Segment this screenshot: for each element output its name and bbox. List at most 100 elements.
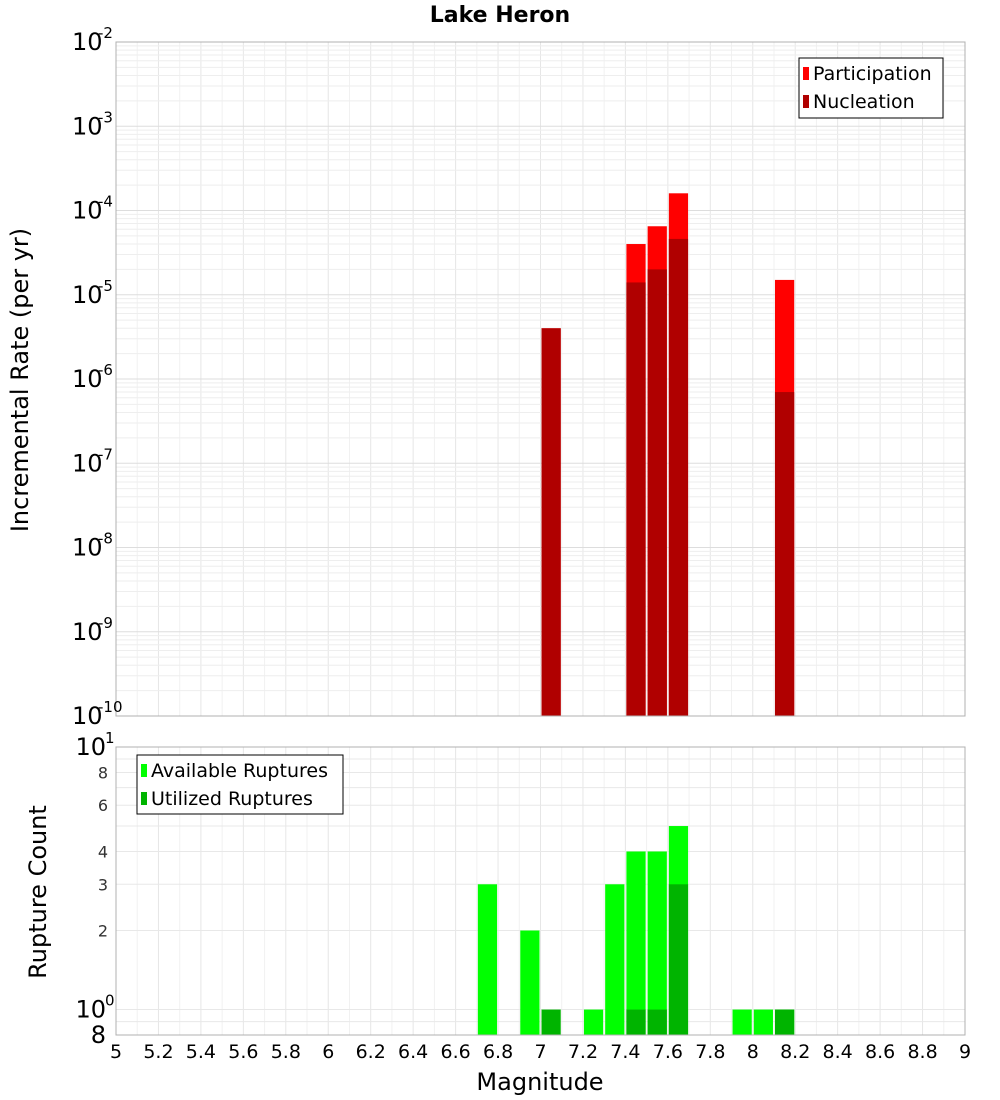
bottom-y-tick-minor: 8 [98, 763, 108, 782]
top-y-tick-base: 10 [72, 618, 103, 646]
top-y-tick-exponent: -8 [98, 530, 113, 548]
x-tick-label: 6.4 [398, 1041, 428, 1063]
x-tick-label: 8.4 [823, 1041, 853, 1063]
top-y-tick-base: 10 [72, 112, 103, 140]
chart-title: Lake Heron [430, 3, 570, 28]
bottom-bar-a [520, 930, 540, 1035]
bottom-legend: Available Ruptures Utilized Ruptures [136, 754, 344, 815]
bottom-y-tick-base: 10 [75, 733, 106, 761]
x-tick-label: 8 [747, 1041, 759, 1063]
x-tick-label: 8.2 [780, 1041, 810, 1063]
top-y-tick-base: 10 [72, 534, 103, 562]
bottom-bar-b [647, 1009, 667, 1035]
top-bar-b [774, 392, 795, 716]
top-grid [115, 42, 966, 717]
top-legend-box [798, 57, 944, 119]
bottom-y-tick: 10 1 [75, 729, 114, 761]
top-y-tick-base: 10 [72, 365, 103, 393]
top-plot-frame [115, 41, 966, 717]
bottom-y-tick-exponent: 1 [105, 729, 115, 747]
top-bar-b [647, 269, 667, 716]
top-bar-b [541, 328, 561, 716]
x-tick-label: 5.8 [271, 1041, 301, 1063]
x-tick-label: 5.2 [143, 1041, 173, 1063]
x-tick-label: 7 [534, 1041, 546, 1063]
top-bar-b [668, 238, 689, 716]
top-y-tick: 10-6 [72, 361, 113, 393]
top-y-tick-exponent: -6 [98, 361, 113, 379]
top-y-tick-base: 10 [72, 197, 103, 225]
top-bars [541, 193, 795, 717]
bottom-bar-a [732, 1009, 752, 1035]
top-y-tick: 10-10 [72, 698, 123, 730]
top-y-tick: 10-2 [72, 24, 113, 56]
bottom-bar-a [647, 851, 667, 1035]
top-y-tick: 10-9 [72, 614, 113, 646]
bottom-y-tick-minor: 2 [98, 922, 108, 941]
x-tick-label: 7.2 [568, 1041, 598, 1063]
bottom-y-tick: 8 [98, 763, 108, 782]
bottom-legend-box [136, 754, 344, 815]
x-tick-label: 7.4 [610, 1041, 640, 1063]
top-y-tick-base: 10 [72, 28, 103, 56]
bottom-bar-a [626, 851, 646, 1035]
bottom-bar-b [541, 1009, 561, 1035]
bottom-y-tick: 3 [98, 875, 108, 894]
top-y-tick: 10-8 [72, 530, 113, 562]
bottom-legend-label: Utilized Ruptures [151, 788, 313, 810]
top-y-tick-exponent: -2 [98, 24, 113, 42]
bottom-y-tick: 4 [98, 842, 108, 861]
bottom-bars [477, 826, 795, 1035]
top-y-tick: 10-7 [72, 445, 113, 477]
x-tick-label: 8.6 [865, 1041, 895, 1063]
top-y-tick: 10-5 [72, 277, 113, 309]
x-tick-label: 7.8 [695, 1041, 725, 1063]
bottom-y-tick: 2 [98, 922, 108, 941]
bottom-y-tick-minor: 6 [98, 796, 108, 815]
top-legend-swatch [803, 67, 809, 80]
x-tick-label: 9 [959, 1041, 971, 1063]
top-y-tick-exponent: -9 [98, 614, 113, 632]
top-y-tick-exponent: -4 [98, 193, 113, 211]
bottom-bar-a [753, 1009, 773, 1035]
bottom-y-tick: 6 [98, 796, 108, 815]
bottom-y-tick-base: 10 [75, 996, 106, 1024]
bottom-plot-frame [115, 746, 966, 1036]
bottom-y-tick-minor: 4 [98, 842, 108, 861]
bottom-bar-a [477, 884, 498, 1035]
top-y-tick-base: 10 [72, 449, 103, 477]
bottom-y-tick: 10 0 [75, 992, 114, 1024]
top-bar-b [626, 282, 646, 716]
bottom-y-tick-base: 8 [91, 1021, 106, 1049]
x-tick-label: 6 [322, 1041, 334, 1063]
top-y-tick-exponent: -7 [98, 445, 113, 463]
x-tick-label: 6.2 [356, 1041, 386, 1063]
bottom-legend-label: Available Ruptures [151, 760, 328, 782]
x-tick-label: 7.6 [653, 1041, 683, 1063]
bottom-bar-b [668, 884, 689, 1035]
top-legend-label: Nucleation [813, 91, 915, 113]
bottom-bar-a [605, 884, 625, 1035]
bottom-y-tick-exponent: 0 [105, 992, 115, 1010]
bottom-legend-swatch [141, 764, 147, 777]
top-y-tick-base: 10 [72, 702, 103, 730]
x-axis-label: Magnitude [476, 1068, 603, 1096]
top-legend-label: Participation [813, 63, 932, 85]
top-y-tick-exponent: -3 [98, 108, 113, 126]
bottom-y-axis-label: Rupture Count [24, 805, 52, 979]
bottom-bar-b [774, 1009, 795, 1035]
top-y-tick-exponent: -5 [98, 277, 113, 295]
x-tick-label: 8.8 [907, 1041, 937, 1063]
bottom-legend-swatch [141, 792, 147, 805]
bottom-y-tick-minor: 3 [98, 875, 108, 894]
bottom-y-tick: 8 [91, 1021, 106, 1049]
top-y-tick-base: 10 [72, 281, 103, 309]
x-tick-label: 5.6 [228, 1041, 258, 1063]
bottom-bar-a [583, 1009, 604, 1035]
x-tick-label: 6.8 [483, 1041, 513, 1063]
